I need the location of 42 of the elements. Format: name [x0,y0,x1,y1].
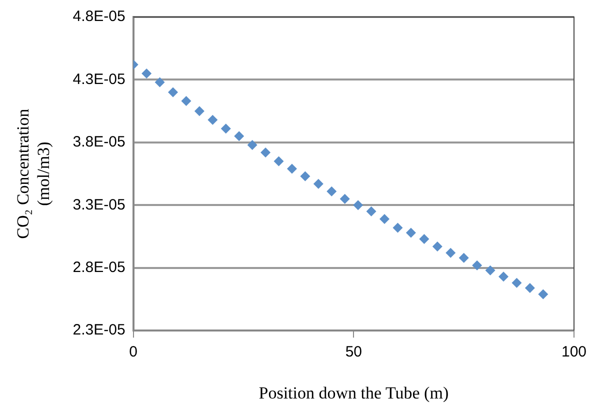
x-tick-label: 0 [129,344,138,361]
point [274,156,284,166]
point [234,131,244,142]
point [524,282,535,293]
point [380,214,390,224]
point [392,222,403,233]
y-tick-label: 2.3E-05 [72,322,126,339]
point [194,106,204,116]
point [446,248,456,258]
y-axis-title: CO₂ Concentration (mol/m3) [14,108,54,239]
point [485,265,496,276]
point [512,278,522,288]
y-tick-label: 3.8E-05 [72,134,126,151]
point [220,124,231,134]
point [300,171,310,182]
point [326,186,337,196]
y-tick-label: 2.8E-05 [72,259,126,276]
point [340,194,350,204]
point [181,96,192,106]
point [154,77,165,88]
point [142,68,152,78]
point [538,289,548,300]
point [406,228,416,238]
point [472,260,482,270]
point [366,206,376,216]
point [286,164,297,174]
point [458,252,469,263]
point [313,178,324,189]
point [432,242,442,252]
point [498,272,508,282]
point [168,87,178,98]
x-tick-label: 100 [561,344,587,361]
point [208,114,218,125]
x-axis-title: Position down the Tube (m) [258,383,449,402]
point [247,140,258,150]
point [260,147,271,158]
x-tick-label: 50 [345,344,362,361]
point [419,234,430,244]
y-tick-label: 4.8E-05 [72,8,126,26]
point [353,200,364,210]
y-tick-label: 3.3E-05 [72,196,126,214]
y-tick-label: 4.3E-05 [72,70,126,88]
